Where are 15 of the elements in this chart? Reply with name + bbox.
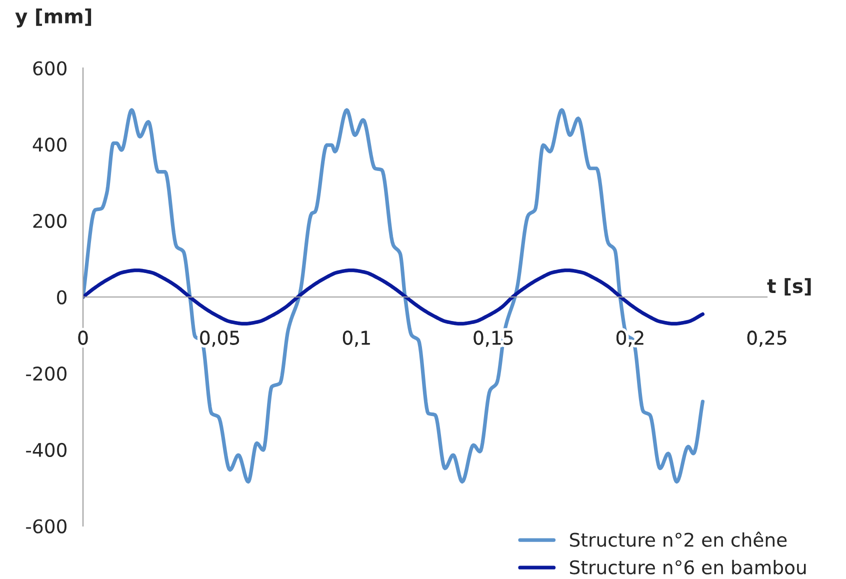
y-tick-label: 0 — [57, 290, 66, 304]
x-tick-label: 0,25 — [747, 330, 786, 347]
y-tick-label: -200 — [26, 366, 66, 381]
y-tick-label: -400 — [26, 442, 66, 458]
legend-label: Structure n°6 en bambou — [570, 560, 806, 574]
y-tick-label: 600 — [33, 61, 66, 76]
x-axis-title: t [s] — [767, 278, 811, 296]
y-tick-label: -600 — [26, 519, 66, 534]
x-tick-label: 0,05 — [200, 330, 240, 347]
y-tick-label: 400 — [32, 138, 66, 152]
x-tick-label: 0 — [78, 330, 88, 345]
x-tick-label: 0,1 — [342, 330, 370, 347]
y-tick-label: 200 — [33, 214, 66, 228]
y-axis-title: y [mm] — [15, 8, 92, 28]
legend-label: Structure n°2 en chêne — [570, 532, 787, 547]
